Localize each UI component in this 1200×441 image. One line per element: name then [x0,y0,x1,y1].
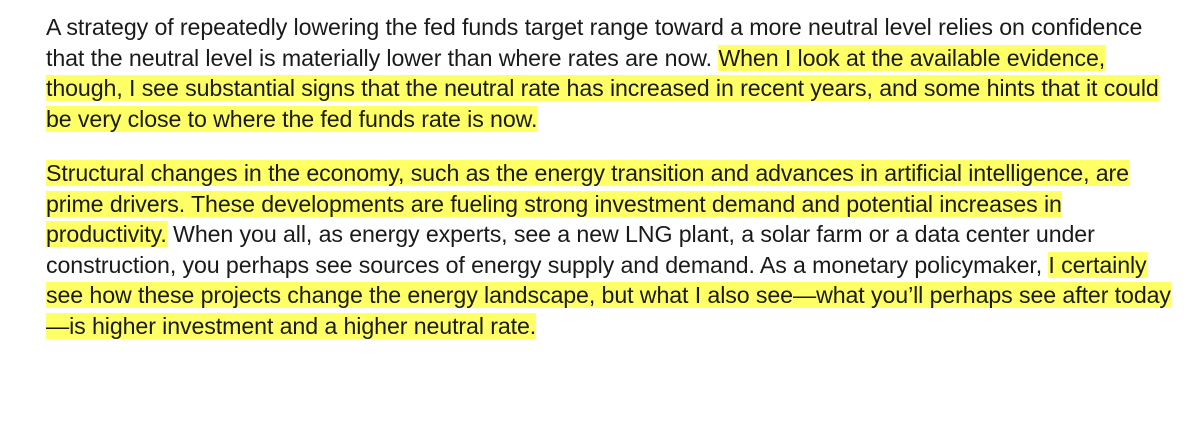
paragraph1-plain-text: A strategy of repeatedly lowering the fe… [46,14,1143,71]
paragraph-neutral-rate-strategy: A strategy of repeatedly lowering the fe… [46,12,1176,134]
document-body: A strategy of repeatedly lowering the fe… [46,12,1176,341]
paragraph2-plain-text: When you all, as energy experts, see a n… [46,221,1095,278]
paragraph2-highlighted-text-1: Structural changes in the economy, such … [46,160,1129,247]
paragraph-structural-changes: Structural changes in the economy, such … [46,158,1176,341]
